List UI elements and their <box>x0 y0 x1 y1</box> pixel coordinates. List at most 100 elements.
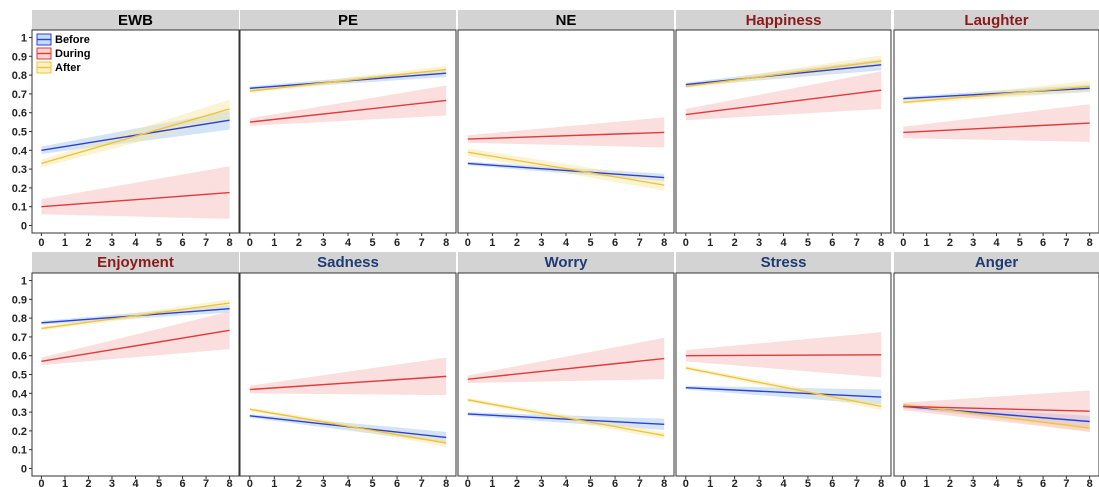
x-tick-label: 1 <box>62 478 68 487</box>
series-line-after <box>467 399 665 437</box>
x-tick-label: 4 <box>345 237 352 249</box>
x-tick-label: 3 <box>320 237 326 249</box>
series-line-during <box>903 405 1090 412</box>
plot-area <box>457 29 675 234</box>
series-line-after <box>41 108 230 165</box>
x-tick-label: 2 <box>732 478 738 487</box>
series-line-during <box>685 354 882 357</box>
y-tick-label: 0.2 <box>12 426 27 438</box>
series-line-during <box>249 375 447 391</box>
x-tick-label: 1 <box>489 237 495 249</box>
facet-strip <box>240 10 456 30</box>
series-line-after <box>685 60 882 88</box>
x-tick-label: 7 <box>637 237 643 249</box>
x-tick-label: 4 <box>780 237 787 249</box>
x-tick-label: 5 <box>587 478 593 487</box>
x-tick-label: 5 <box>805 237 811 249</box>
y-tick-label: 0.2 <box>12 183 27 195</box>
x-tick-label: 1 <box>707 478 713 487</box>
facet-title: Sadness <box>317 254 379 271</box>
panel-ne: NE 0 1 2 3 4 5 6 7 8 <box>457 10 675 249</box>
x-tick-label: 6 <box>394 237 400 249</box>
x-tick-label: 4 <box>993 478 1000 487</box>
series-line-after <box>249 68 447 92</box>
x-tick-label: 2 <box>514 237 520 249</box>
y-tick-label: 0.3 <box>12 407 27 419</box>
x-tick-label: 0 <box>247 478 253 487</box>
facet-strip <box>240 252 456 273</box>
x-tick-label: 6 <box>179 478 185 487</box>
panel-laughter: Laughter 0 1 2 3 4 5 6 7 8 <box>893 10 1099 249</box>
x-tick-label: 6 <box>1040 478 1046 487</box>
x-tick-label: 4 <box>345 478 352 487</box>
x-tick-label: 2 <box>732 237 738 249</box>
series-line-during <box>249 99 447 123</box>
x-tick-label: 0 <box>683 237 689 249</box>
x-tick-label: 5 <box>587 237 593 249</box>
x-tick-label: 6 <box>394 478 400 487</box>
x-tick-label: 4 <box>993 237 1000 249</box>
confidence-band-during <box>41 166 230 219</box>
facet-strip <box>32 252 239 273</box>
confidence-band-during <box>41 311 230 366</box>
x-tick-label: 3 <box>320 478 326 487</box>
y-tick-label: 0.7 <box>12 89 27 101</box>
facet-strip <box>32 10 239 30</box>
y-tick-label: 0 <box>21 463 27 475</box>
plot-area <box>239 272 457 477</box>
x-tick-label: 1 <box>271 237 277 249</box>
x-tick-label: 8 <box>227 478 233 487</box>
facet-title: EWB <box>118 12 153 29</box>
x-tick-label: 7 <box>203 237 209 249</box>
facet-title: NE <box>556 12 577 29</box>
x-tick-label: 8 <box>443 237 449 249</box>
x-tick-label: 0 <box>900 478 906 487</box>
facet-strip <box>458 10 674 30</box>
x-tick-label: 0 <box>247 237 253 249</box>
x-tick-label: 7 <box>637 478 643 487</box>
series-line-before <box>685 386 882 398</box>
facet-title: PE <box>338 12 358 29</box>
facet-title: Enjoyment <box>97 254 174 271</box>
facet-title: Worry <box>544 254 588 271</box>
series-line-before <box>41 119 230 151</box>
confidence-band-during <box>467 117 665 148</box>
confidence-band-after <box>467 148 665 191</box>
x-tick-label: 3 <box>109 237 115 249</box>
x-tick-label: 1 <box>62 237 68 249</box>
y-tick-label: 0.5 <box>12 370 27 382</box>
y-tick-label: 0.7 <box>12 332 27 344</box>
panel-worry: Worry 0 1 2 3 4 5 6 7 8 <box>457 252 675 487</box>
x-tick-label: 5 <box>1017 237 1023 249</box>
y-tick-label: 0.3 <box>12 164 27 176</box>
x-tick-label: 8 <box>878 478 884 487</box>
series-line-after <box>903 403 1090 429</box>
x-tick-label: 1 <box>707 237 713 249</box>
x-tick-label: 1 <box>924 237 930 249</box>
x-tick-label: 7 <box>1063 478 1069 487</box>
y-tick-label: 0.1 <box>12 202 27 214</box>
x-tick-label: 7 <box>854 478 860 487</box>
x-tick-label: 5 <box>369 478 375 487</box>
panel-enjoyment: Enjoyment 0 1 2 3 4 5 6 7 8 0 0.1 0.2 0.3 0.4 0.5 0.6 0.7… <box>12 252 240 487</box>
x-tick-label: 4 <box>132 237 139 249</box>
x-tick-label: 7 <box>419 478 425 487</box>
x-tick-label: 2 <box>514 478 520 487</box>
x-tick-label: 8 <box>443 478 449 487</box>
series-line-during <box>41 329 230 363</box>
y-tick-label: 0.1 <box>12 445 27 457</box>
y-tick-label: 0.8 <box>12 313 27 325</box>
x-tick-label: 5 <box>805 478 811 487</box>
series-line-during <box>41 191 230 208</box>
series-line-after <box>41 302 230 330</box>
x-tick-label: 0 <box>465 478 471 487</box>
panel-anger: Anger 0 1 2 3 4 5 6 7 8 <box>893 252 1099 487</box>
y-tick-label: 0 <box>21 220 27 232</box>
plot-area <box>893 272 1099 477</box>
x-tick-label: 8 <box>878 237 884 249</box>
y-tick-label: 0.6 <box>12 108 27 120</box>
y-tick-label: 0.4 <box>12 388 28 400</box>
x-tick-label: 4 <box>563 237 570 249</box>
confidence-band-during <box>467 337 665 383</box>
